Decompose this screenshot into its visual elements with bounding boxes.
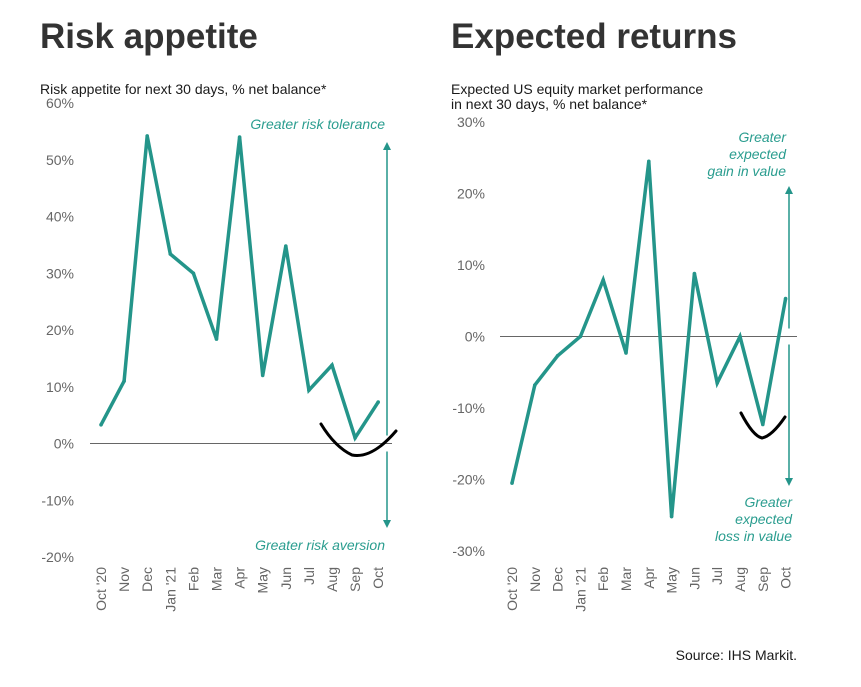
series-line xyxy=(510,161,788,517)
y-tick-label: 30% xyxy=(46,265,74,281)
arrow-down-head xyxy=(383,520,391,528)
y-tick-label: -20% xyxy=(41,549,74,565)
data-point xyxy=(122,379,126,383)
data-point xyxy=(214,337,219,341)
data-point xyxy=(330,363,334,367)
x-tick-label: Feb xyxy=(595,567,611,591)
x-tick-label: Aug xyxy=(732,567,748,592)
x-tick-label: Oct '20 xyxy=(93,567,109,611)
x-tick-label: Oct xyxy=(370,567,386,589)
x-tick-label: May xyxy=(664,567,680,593)
x-tick-label: Jan '21 xyxy=(572,567,588,612)
data-point xyxy=(692,271,697,276)
data-point xyxy=(624,351,628,355)
x-tick-label: Jun xyxy=(278,567,294,590)
series-line xyxy=(99,135,380,442)
chart-title: Risk appetite xyxy=(40,17,258,56)
risk-appetite-chart: Risk appetite Risk appetite for next 30 d… xyxy=(40,17,392,612)
data-point xyxy=(555,354,560,358)
arrow-down-head xyxy=(785,478,793,486)
x-tick-label: Apr xyxy=(232,567,248,589)
data-point xyxy=(284,244,288,248)
annotation-bottom: Greater risk aversion xyxy=(255,537,385,553)
x-tick-label: Mar xyxy=(209,567,225,591)
data-point xyxy=(601,278,605,282)
hand-drawn-curve-left xyxy=(319,422,398,457)
chart-subtitle-line: Risk appetite for next 30 days, % net ba… xyxy=(40,81,327,97)
y-tick-label: 30% xyxy=(457,114,485,130)
x-tick-label: May xyxy=(255,567,271,593)
x-tick-label: Sep xyxy=(347,567,363,592)
data-point xyxy=(783,296,788,301)
annotation-bottom: Greater xyxy=(745,494,794,510)
data-point xyxy=(307,388,311,392)
annotation-top: Greater xyxy=(739,129,788,145)
data-point xyxy=(578,334,583,339)
data-point xyxy=(260,373,265,378)
chart-subtitle-line: Expected US equity market performance xyxy=(451,81,703,97)
source-note: Source: IHS Markit. xyxy=(676,647,797,663)
y-tick-label: 20% xyxy=(457,186,485,202)
x-tick-label: Mar xyxy=(618,567,634,591)
data-point xyxy=(647,159,651,164)
data-point xyxy=(510,481,514,485)
data-point xyxy=(376,400,381,404)
hand-drawn-curve-right xyxy=(739,411,787,440)
y-tick-label: 0% xyxy=(465,329,485,345)
data-point xyxy=(99,422,103,427)
data-point xyxy=(738,334,742,339)
annotation-bottom: loss in value xyxy=(715,528,792,544)
arrow-up-head xyxy=(383,142,391,150)
annotation-top: Greater risk tolerance xyxy=(250,116,385,132)
x-tick-label: Nov xyxy=(116,567,132,592)
x-tick-label: Feb xyxy=(185,567,201,591)
x-tick-label: Aug xyxy=(324,567,340,592)
x-tick-label: Dec xyxy=(139,567,155,592)
y-tick-label: 40% xyxy=(46,209,74,225)
annotation-top: expected xyxy=(729,146,787,162)
data-point xyxy=(715,381,719,385)
chart-title: Expected returns xyxy=(451,17,737,56)
y-tick-label: -10% xyxy=(452,400,485,416)
y-tick-label: 10% xyxy=(46,379,74,395)
y-tick-label: 20% xyxy=(46,322,74,338)
expected-returns-chart: Expected returns Expected US equity marke… xyxy=(451,17,797,612)
data-point xyxy=(237,135,242,139)
data-point xyxy=(761,422,765,427)
data-point xyxy=(533,383,537,387)
y-tick-label: -30% xyxy=(452,543,485,559)
annotation-top: gain in value xyxy=(707,163,786,179)
annotation-bottom: expected xyxy=(735,511,793,527)
x-tick-label: Jan '21 xyxy=(162,567,178,612)
x-tick-label: Sep xyxy=(755,567,771,592)
y-tick-label: 10% xyxy=(457,257,485,273)
y-tick-label: 60% xyxy=(46,95,74,111)
y-tick-label: -10% xyxy=(41,492,74,508)
x-tick-label: Dec xyxy=(550,567,566,592)
x-tick-label: Jul xyxy=(301,567,317,585)
arrow-up-head xyxy=(785,186,793,194)
x-tick-label: Jun xyxy=(686,567,702,590)
x-tick-label: Jul xyxy=(709,567,725,585)
data-point xyxy=(145,134,149,138)
data-point xyxy=(669,514,674,519)
hand-drawn-marks xyxy=(319,411,787,457)
x-tick-label: Oct xyxy=(778,567,794,589)
chart-subtitle-line: in next 30 days, % net balance* xyxy=(451,96,648,112)
y-tick-label: 0% xyxy=(54,436,74,452)
data-point xyxy=(191,271,196,276)
x-tick-label: Apr xyxy=(641,567,657,589)
x-tick-label: Nov xyxy=(527,567,543,592)
data-point xyxy=(353,436,357,440)
x-tick-label: Oct '20 xyxy=(504,567,520,611)
y-tick-label: 50% xyxy=(46,152,74,168)
y-tick-label: -20% xyxy=(452,472,485,488)
data-point xyxy=(168,252,173,256)
